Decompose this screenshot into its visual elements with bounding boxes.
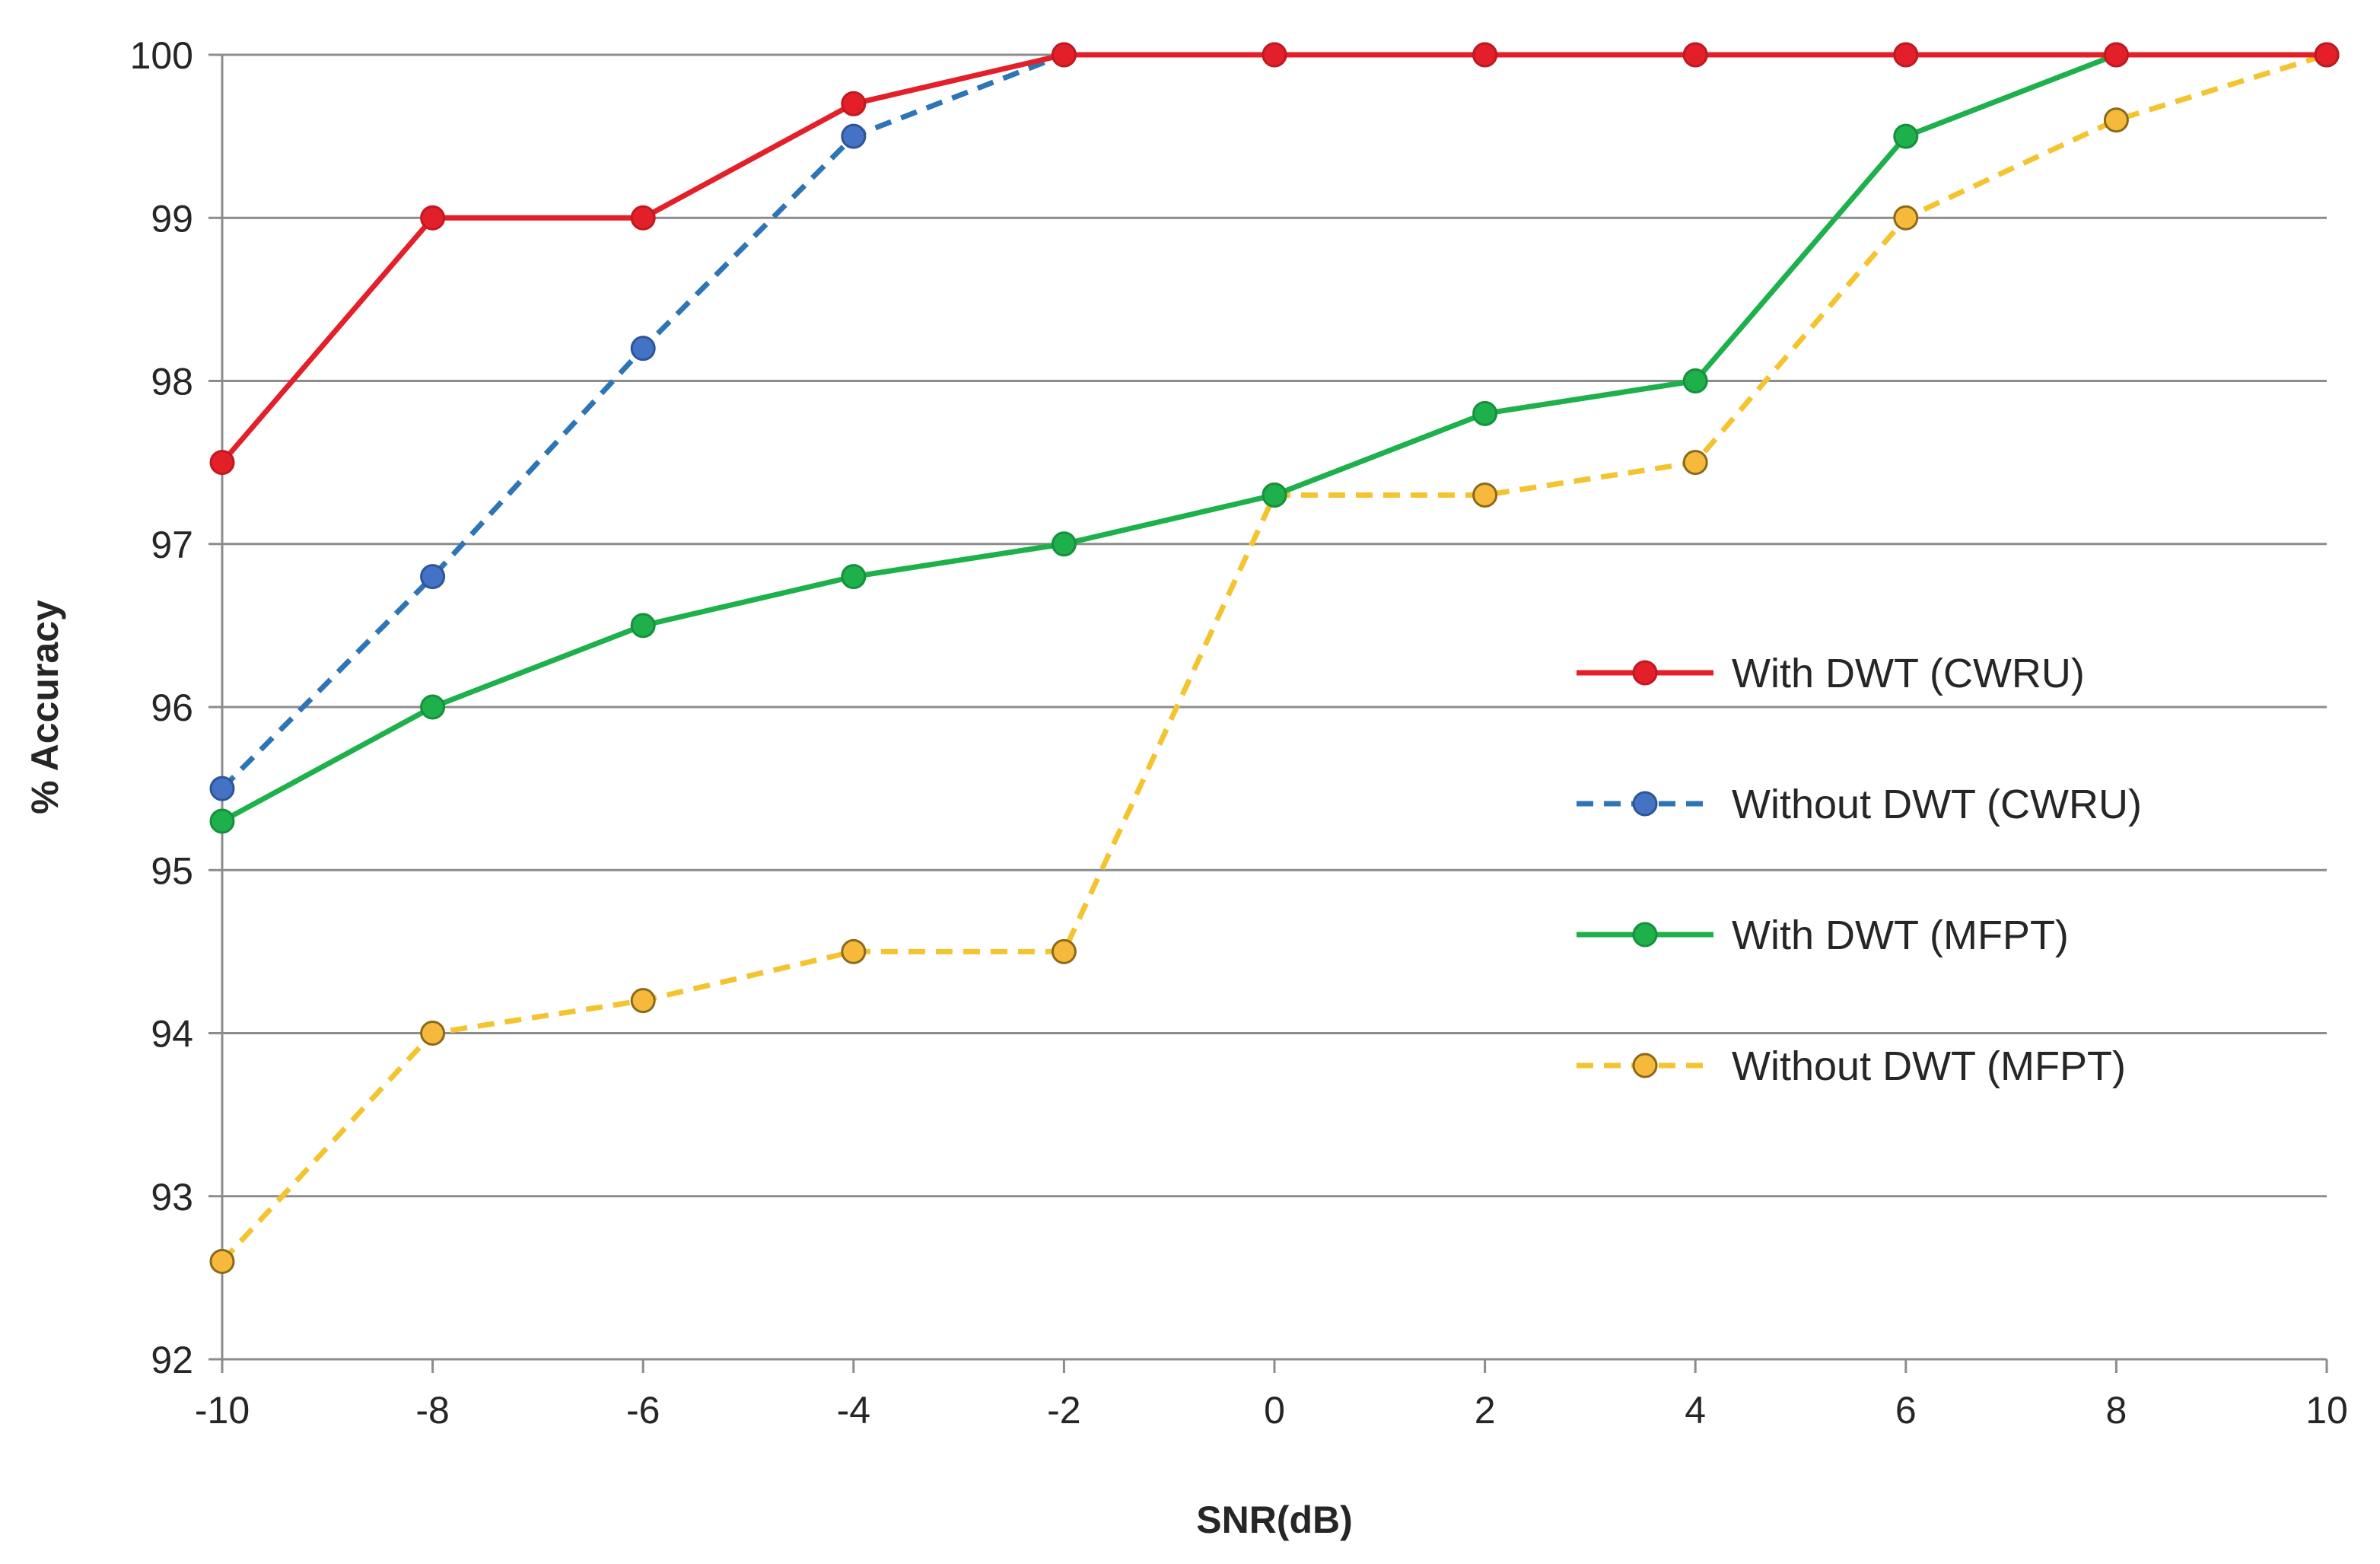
legend-swatch-marker xyxy=(1632,660,1658,686)
data-point-with-dwt-cwru xyxy=(1893,42,1919,68)
data-point-without-dwt-cwru xyxy=(630,336,656,362)
x-tick-label: -8 xyxy=(415,1389,449,1432)
data-point-with-dwt-cwru xyxy=(1051,42,1077,68)
y-tick-label: 99 xyxy=(151,197,193,240)
data-point-with-dwt-cwru xyxy=(2103,42,2129,68)
gridlines xyxy=(222,53,2327,1198)
data-point-with-dwt-cwru xyxy=(420,205,446,231)
y-axis-title: % Accuracy xyxy=(24,600,66,814)
legend-label: With DWT (CWRU) xyxy=(1732,651,2085,696)
data-point-with-dwt-mfpt xyxy=(209,808,235,834)
series-line-with-dwt-cwru xyxy=(220,52,2327,464)
y-tick-label: 100 xyxy=(130,34,193,77)
x-tick-label: 8 xyxy=(2105,1389,2127,1432)
data-point-without-dwt-mfpt xyxy=(630,988,656,1014)
series-with-dwt-mfpt xyxy=(209,42,2340,834)
series-with-dwt-cwru xyxy=(209,42,2340,476)
data-point-without-dwt-cwru xyxy=(209,776,235,801)
data-point-without-dwt-mfpt xyxy=(1051,938,1077,964)
x-tick-label: 0 xyxy=(1264,1389,1285,1432)
data-point-with-dwt-mfpt xyxy=(1472,400,1498,426)
data-point-without-dwt-mfpt xyxy=(1472,482,1498,508)
legend-swatch-marker xyxy=(1632,791,1658,817)
data-point-with-dwt-cwru xyxy=(1682,42,1708,68)
legend-swatch-marker xyxy=(1632,922,1658,948)
x-axis-title: SNR(dB) xyxy=(1196,1499,1353,1541)
y-tick-label: 96 xyxy=(151,686,193,729)
legend-item-without-dwt-mfpt: Without DWT (MFPT) xyxy=(1577,1043,2126,1089)
data-point-with-dwt-mfpt xyxy=(420,694,446,720)
x-tick-label: -10 xyxy=(195,1389,250,1432)
data-point-without-dwt-cwru xyxy=(420,564,446,590)
data-point-without-dwt-mfpt xyxy=(1682,450,1708,476)
y-tick-label: 93 xyxy=(151,1176,193,1218)
x-tick-label: 2 xyxy=(1475,1389,1496,1432)
x-tick-label: -2 xyxy=(1047,1389,1080,1432)
data-point-without-dwt-mfpt xyxy=(2103,107,2129,133)
data-point-without-dwt-mfpt xyxy=(841,938,867,964)
x-tick-label: 4 xyxy=(1685,1389,1706,1432)
data-point-with-dwt-cwru xyxy=(1262,42,1287,68)
legend-label: Without DWT (MFPT) xyxy=(1732,1043,2126,1089)
axes: 92 93 94 95 96 97 98 99 100 -10 -8 -6 -4 -2 0 2 4 6 8 10 xyxy=(130,34,2348,1432)
data-point-with-dwt-cwru xyxy=(1472,42,1498,68)
data-point-with-dwt-mfpt xyxy=(630,613,656,639)
legend-label: Without DWT (CWRU) xyxy=(1732,782,2142,827)
legend: With DWT (CWRU) Without DWT (CWRU) With DW… xyxy=(1577,651,2142,1089)
data-point-without-dwt-mfpt xyxy=(420,1021,446,1046)
data-point-with-dwt-mfpt xyxy=(1262,482,1287,508)
data-point-with-dwt-cwru xyxy=(2314,42,2340,68)
x-tick-label: 6 xyxy=(1895,1389,1917,1432)
legend-item-with-dwt-mfpt: With DWT (MFPT) xyxy=(1577,913,2069,958)
data-point-with-dwt-mfpt xyxy=(1051,531,1077,557)
data-point-without-dwt-cwru xyxy=(841,123,867,149)
legend-swatch-marker xyxy=(1632,1053,1658,1078)
legend-label: With DWT (MFPT) xyxy=(1732,913,2069,958)
x-tick-label: 10 xyxy=(2305,1389,2348,1432)
data-point-with-dwt-mfpt xyxy=(1682,368,1708,393)
data-point-with-dwt-mfpt xyxy=(841,564,867,590)
x-tick-label: -4 xyxy=(837,1389,870,1432)
y-tick-label: 97 xyxy=(151,524,193,566)
y-tick-label: 94 xyxy=(151,1013,193,1056)
legend-item-with-dwt-cwru: With DWT (CWRU) xyxy=(1577,651,2085,696)
data-point-with-dwt-cwru xyxy=(630,205,656,231)
data-point-with-dwt-mfpt xyxy=(1893,123,1919,149)
data-point-without-dwt-mfpt xyxy=(1893,205,1919,231)
data-point-with-dwt-cwru xyxy=(209,450,235,476)
data-point-with-dwt-cwru xyxy=(841,91,867,116)
series-group xyxy=(209,42,2340,1274)
data-point-without-dwt-mfpt xyxy=(209,1248,235,1274)
y-tick-label: 92 xyxy=(151,1339,193,1381)
y-tick-label: 95 xyxy=(151,849,193,892)
legend-item-without-dwt-cwru: Without DWT (CWRU) xyxy=(1577,782,2142,827)
x-tick-label: -6 xyxy=(626,1389,660,1432)
y-tick-label: 98 xyxy=(151,361,193,403)
